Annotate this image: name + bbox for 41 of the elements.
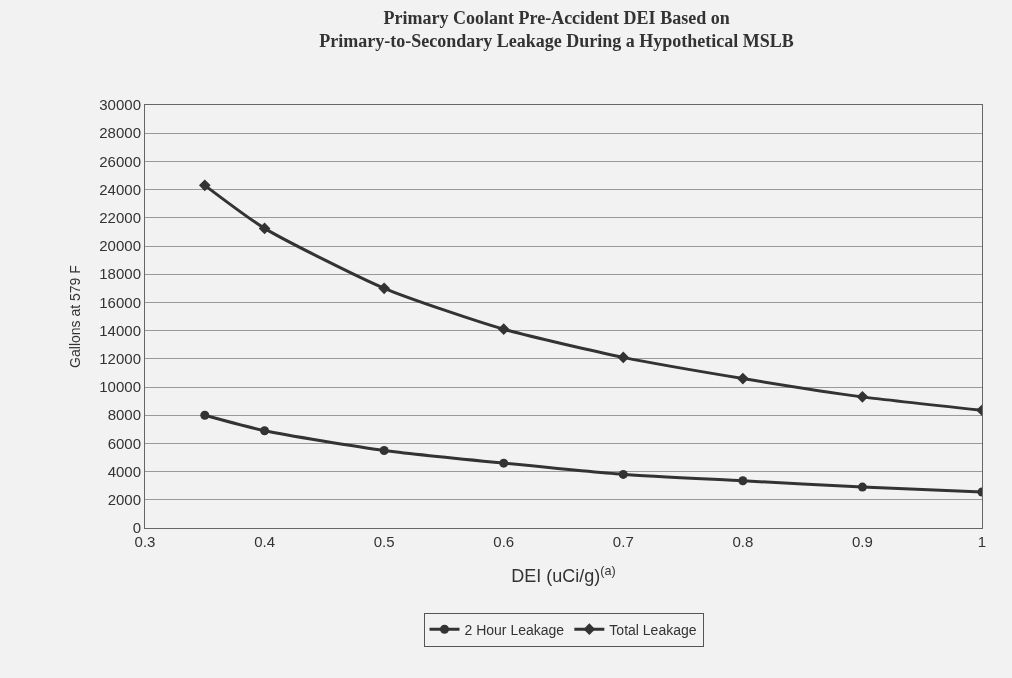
point [857, 482, 867, 492]
y-axis-title: Gallons at 579 F [66, 265, 83, 368]
x-axis-title: DEI (uCi/g)$^{(a)}$ [511, 563, 616, 587]
point [618, 469, 628, 479]
x-tick-label: 0.5 [373, 533, 395, 550]
point [856, 391, 869, 403]
x-tick-label: 0.8 [732, 533, 754, 550]
x-tick-label: 1 [977, 533, 987, 550]
point [200, 410, 210, 420]
point [497, 323, 510, 336]
x-tick-label: 0.4 [254, 533, 275, 550]
y-tick-label: 8000 [107, 406, 141, 424]
y-tick-label: 20000 [99, 237, 141, 255]
y-tick-label: 16000 [99, 293, 141, 311]
point [617, 351, 630, 364]
y-tick-label: 22000 [99, 209, 141, 227]
y-tick-label: 4000 [107, 462, 141, 480]
x-tick-label: 0.6 [493, 533, 515, 550]
point [260, 426, 270, 436]
y-tick-label: 24000 [99, 180, 141, 198]
legend-label: 2 Hour Leakage [464, 621, 565, 638]
x-tick-label: 0.7 [612, 533, 634, 550]
y-tick-label: 6000 [107, 434, 141, 452]
y-tick-label: 28000 [99, 124, 141, 142]
y-tick-label: 12000 [99, 350, 141, 368]
point [738, 476, 748, 486]
point [198, 179, 211, 192]
chart-title: Primary Coolant Pre-Accident DEI Based on Primary-to-Secondary Leakage During a Hypothetical MSLB [319, 7, 794, 52]
point [258, 222, 271, 235]
point [737, 372, 749, 385]
y-tick-label: 18000 [99, 265, 141, 283]
y-tick-label: 30000 [99, 96, 141, 114]
y-tick-label: 10000 [99, 378, 141, 396]
y-tick-label: 26000 [99, 152, 141, 170]
legend-label: Total Leakage [609, 621, 697, 638]
point [499, 458, 509, 468]
y-tick-label: 2000 [107, 491, 141, 509]
x-tick-label: 0.9 [852, 533, 873, 550]
point [379, 445, 389, 455]
y-tick-label: 14000 [99, 321, 141, 339]
point [378, 282, 390, 295]
